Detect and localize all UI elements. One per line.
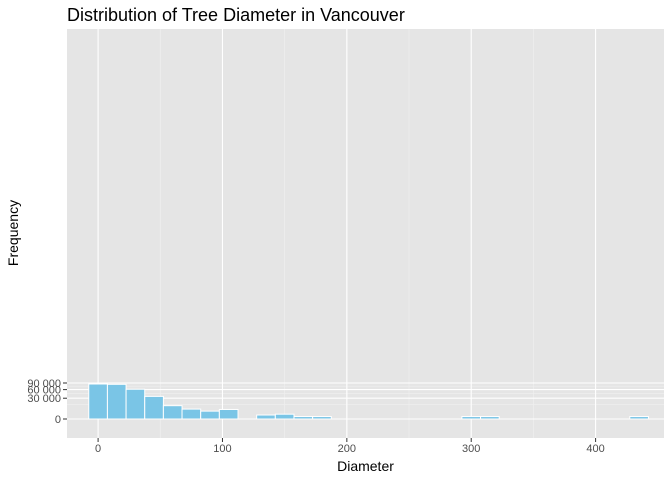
- histogram-bar: [200, 410, 220, 420]
- x-tick-label: 100: [213, 443, 231, 455]
- bars: [88, 383, 649, 420]
- histogram-bar: [480, 416, 500, 420]
- histogram-bar: [629, 416, 649, 420]
- histogram-bar: [256, 414, 276, 420]
- histogram-bar: [144, 395, 164, 420]
- histogram-bar: [218, 408, 239, 420]
- histogram-bar: [461, 416, 482, 420]
- x-tick-label: 200: [338, 443, 356, 455]
- x-axis-label: Diameter: [337, 458, 394, 474]
- y-tick-label: 30 000: [27, 393, 61, 405]
- plot-panel: [67, 29, 664, 438]
- y-axis-label: Frequency: [5, 200, 21, 266]
- x-tick-label: 300: [462, 443, 480, 455]
- x-axis: 0 100 200 300 400: [95, 438, 605, 455]
- chart-title: Distribution of Tree Diameter in Vancouv…: [67, 5, 405, 25]
- y-tick-label: 0: [55, 414, 61, 426]
- histogram-bar: [106, 383, 127, 420]
- histogram-bar: [125, 388, 146, 420]
- grid-minor: [67, 29, 664, 438]
- histogram-bar: [312, 416, 332, 420]
- histogram-bar: [274, 413, 295, 420]
- grid-major: [67, 29, 664, 438]
- x-tick-label: 0: [95, 443, 101, 455]
- histogram-bar: [293, 416, 314, 420]
- y-tick-label: 90 000: [27, 378, 61, 390]
- histogram-bar: [181, 408, 202, 420]
- histogram-bar: [162, 405, 183, 420]
- histogram-bar: [88, 383, 108, 420]
- y-tick-label: 60 000: [27, 385, 61, 397]
- x-tick-label: 400: [586, 443, 604, 455]
